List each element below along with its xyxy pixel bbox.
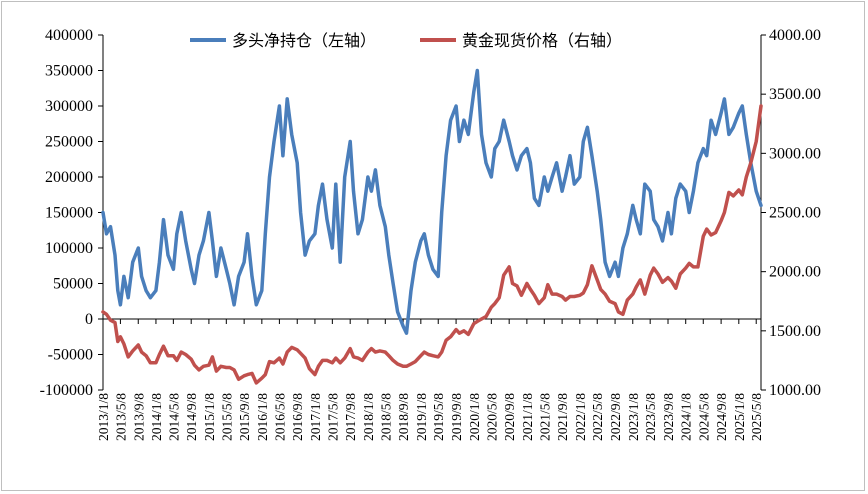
y-left-tick-label: -100000 bbox=[40, 382, 93, 399]
axes: 400000 350000 300000 250000 200000 150000 1000… bbox=[40, 27, 821, 441]
x-tick-label: 2015/1/8 bbox=[202, 393, 217, 441]
legend-label-gold: 黄金现货价格（右轴） bbox=[462, 31, 622, 50]
y-left-tick-label: -50000 bbox=[48, 347, 93, 364]
y-left-tick-label: 350000 bbox=[45, 63, 93, 80]
x-tick-label: 2016/1/8 bbox=[255, 393, 270, 441]
x-tick-label: 2021/1/8 bbox=[520, 393, 535, 441]
x-tick-label: 2020/9/8 bbox=[502, 393, 517, 441]
x-tick-label: 2022/5/8 bbox=[590, 393, 605, 441]
x-tick-label: 2023/5/8 bbox=[643, 393, 658, 441]
y-right-tick-label: 1500.00 bbox=[769, 323, 821, 340]
y-left-tick-label: 200000 bbox=[45, 169, 93, 186]
y-left-tick-label: 150000 bbox=[45, 205, 93, 222]
y-right-tick-label: 3500.00 bbox=[769, 86, 821, 103]
x-tick-label: 2020/5/8 bbox=[484, 393, 499, 441]
x-tick-label: 2019/5/8 bbox=[431, 393, 446, 441]
x-tick-label: 2024/9/8 bbox=[714, 393, 729, 441]
x-tick-label: 2015/5/8 bbox=[219, 393, 234, 441]
y-left-tick-label: 100000 bbox=[45, 240, 93, 257]
x-tick-label: 2016/9/8 bbox=[290, 393, 305, 441]
x-tick-label: 2014/5/8 bbox=[166, 393, 181, 441]
x-tick-label: 2013/5/8 bbox=[113, 393, 128, 441]
y-left-tick-label: 400000 bbox=[45, 27, 93, 44]
x-tick-label: 2021/5/8 bbox=[537, 393, 552, 441]
legend-label-net-long: 多头净持仓（左轴） bbox=[232, 31, 376, 50]
x-tick-label: 2018/5/8 bbox=[378, 393, 393, 441]
y-right-tick-label: 4000.00 bbox=[769, 27, 821, 44]
x-tick-label: 2020/1/8 bbox=[467, 393, 482, 441]
x-tick-label: 2015/9/8 bbox=[237, 393, 252, 441]
series-line-net-long bbox=[101, 68, 763, 335]
y-left-tick-label: 50000 bbox=[53, 276, 93, 293]
x-tick-label: 2017/9/8 bbox=[343, 393, 358, 441]
x-tick-label: 2017/5/8 bbox=[325, 393, 340, 441]
series-line-gold-price bbox=[101, 104, 763, 385]
y-right-tick-label: 1000.00 bbox=[769, 382, 821, 399]
y-left-tick-label: 300000 bbox=[45, 98, 93, 115]
x-tick-label: 2024/1/8 bbox=[679, 393, 694, 441]
series-layer bbox=[101, 68, 763, 385]
x-tick-label: 2023/1/8 bbox=[626, 393, 641, 441]
x-tick-label: 2022/1/8 bbox=[573, 393, 588, 441]
x-tick-label: 2024/5/8 bbox=[696, 393, 711, 441]
x-tick-label: 2014/9/8 bbox=[184, 393, 199, 441]
x-tick-label: 2018/1/8 bbox=[361, 393, 376, 441]
x-tick-label: 2016/5/8 bbox=[272, 393, 287, 441]
y-left-tick-label: 250000 bbox=[45, 134, 93, 151]
x-tick-label: 2013/9/8 bbox=[131, 393, 146, 441]
legend: 多头净持仓（左轴） 黄金现货价格（右轴） bbox=[190, 31, 622, 50]
x-tick-label: 2019/1/8 bbox=[414, 393, 429, 441]
x-tick-label: 2022/9/8 bbox=[608, 393, 623, 441]
x-tick-label: 2014/1/8 bbox=[149, 393, 164, 441]
x-tick-label: 2019/9/8 bbox=[449, 393, 464, 441]
x-tick-label: 2018/9/8 bbox=[396, 393, 411, 441]
x-tick-label: 2013/1/8 bbox=[96, 393, 111, 441]
x-tick-label: 2023/9/8 bbox=[661, 393, 676, 441]
x-tick-label: 2021/9/8 bbox=[555, 393, 570, 441]
x-tick-label: 2025/5/8 bbox=[749, 393, 764, 441]
y-right-tick-label: 3000.00 bbox=[769, 145, 821, 162]
y-right-tick-label: 2500.00 bbox=[769, 205, 821, 222]
x-tick-label: 2017/1/8 bbox=[308, 393, 323, 441]
x-tick-label: 2025/1/8 bbox=[732, 393, 747, 441]
y-left-tick-label: 0 bbox=[85, 311, 93, 328]
y-right-tick-label: 2000.00 bbox=[769, 264, 821, 281]
